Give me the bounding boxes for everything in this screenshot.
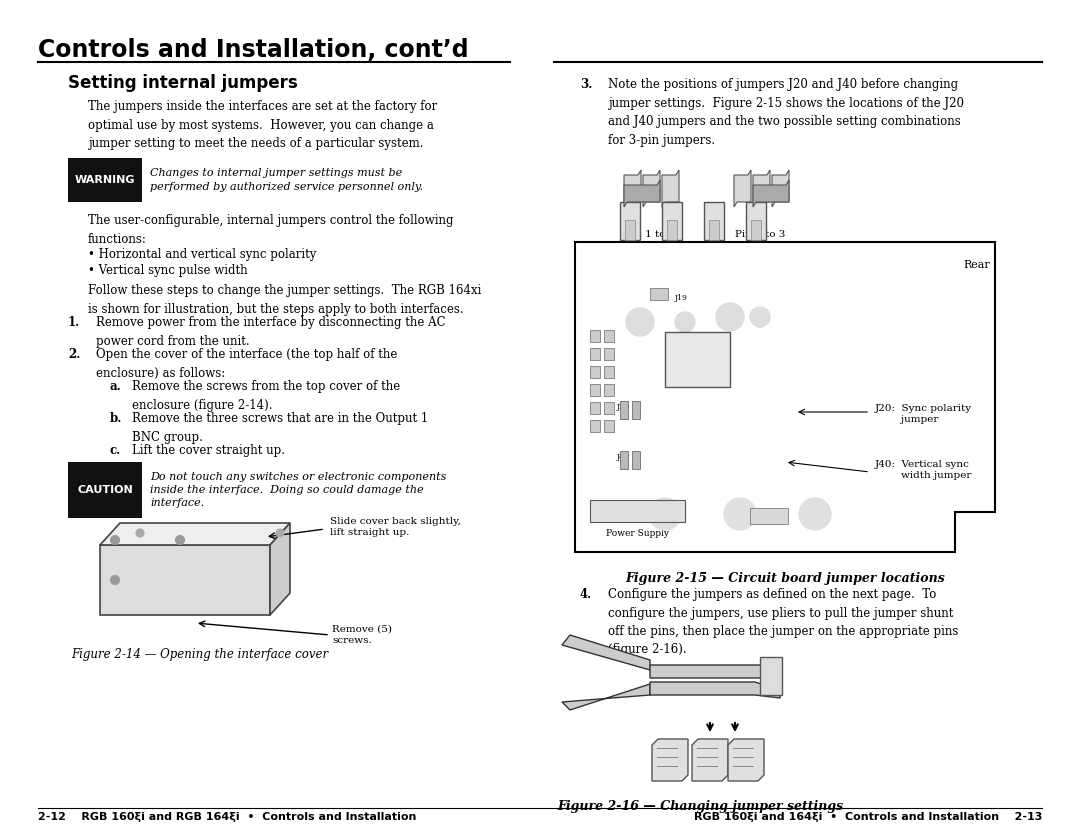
Polygon shape bbox=[734, 170, 751, 207]
FancyBboxPatch shape bbox=[590, 402, 600, 414]
FancyBboxPatch shape bbox=[604, 366, 615, 378]
FancyBboxPatch shape bbox=[68, 462, 141, 518]
Circle shape bbox=[649, 498, 681, 530]
FancyBboxPatch shape bbox=[604, 330, 615, 342]
Circle shape bbox=[675, 312, 696, 332]
FancyBboxPatch shape bbox=[100, 545, 270, 615]
Polygon shape bbox=[650, 682, 780, 698]
FancyBboxPatch shape bbox=[620, 202, 640, 240]
Text: Open the cover of the interface (the top half of the
enclosure) as follows:: Open the cover of the interface (the top… bbox=[96, 348, 397, 379]
Text: Configure the jumpers as defined on the next page.  To
configure the jumpers, us: Configure the jumpers as defined on the … bbox=[608, 588, 958, 656]
FancyBboxPatch shape bbox=[590, 366, 600, 378]
Circle shape bbox=[136, 529, 144, 537]
Text: • Horizontal and vertical sync polarity: • Horizontal and vertical sync polarity bbox=[87, 248, 316, 261]
FancyBboxPatch shape bbox=[632, 401, 640, 419]
Circle shape bbox=[276, 529, 284, 537]
FancyBboxPatch shape bbox=[704, 202, 724, 240]
FancyBboxPatch shape bbox=[632, 451, 640, 469]
Text: Remove power from the interface by disconnecting the AC
power cord from the unit: Remove power from the interface by disco… bbox=[96, 316, 446, 348]
Circle shape bbox=[799, 498, 831, 530]
Text: 1.: 1. bbox=[68, 316, 80, 329]
Circle shape bbox=[724, 498, 756, 530]
Text: J19: J19 bbox=[675, 294, 688, 302]
Text: Slide cover back slightly,
lift straight up.: Slide cover back slightly, lift straight… bbox=[330, 517, 461, 537]
FancyBboxPatch shape bbox=[604, 384, 615, 396]
Circle shape bbox=[626, 308, 654, 336]
FancyBboxPatch shape bbox=[751, 220, 761, 240]
FancyBboxPatch shape bbox=[667, 220, 677, 240]
Text: Note the positions of jumpers J20 and J40 before changing
jumper settings.  Figu: Note the positions of jumpers J20 and J4… bbox=[608, 78, 964, 147]
Circle shape bbox=[716, 303, 744, 331]
Text: Remove the three screws that are in the Output 1
BNC group.: Remove the three screws that are in the … bbox=[132, 412, 429, 444]
Circle shape bbox=[175, 535, 185, 545]
FancyBboxPatch shape bbox=[620, 451, 627, 469]
Text: Controls and Installation, cont’d: Controls and Installation, cont’d bbox=[38, 38, 469, 62]
Text: Remove the screws from the top cover of the
enclosure (figure 2-14).: Remove the screws from the top cover of … bbox=[132, 380, 401, 411]
Text: Power Supply: Power Supply bbox=[606, 529, 669, 537]
Circle shape bbox=[110, 575, 120, 585]
Polygon shape bbox=[728, 739, 764, 781]
Text: Lift the cover straight up.: Lift the cover straight up. bbox=[132, 444, 285, 457]
FancyBboxPatch shape bbox=[620, 401, 627, 419]
Polygon shape bbox=[692, 739, 728, 781]
FancyBboxPatch shape bbox=[662, 202, 681, 240]
Circle shape bbox=[750, 307, 770, 327]
Polygon shape bbox=[270, 523, 291, 615]
Polygon shape bbox=[575, 242, 995, 552]
Text: The jumpers inside the interfaces are set at the factory for
optimal use by most: The jumpers inside the interfaces are se… bbox=[87, 100, 437, 150]
Text: Rear: Rear bbox=[963, 260, 990, 270]
Text: 4.: 4. bbox=[580, 588, 592, 601]
FancyBboxPatch shape bbox=[750, 508, 788, 524]
FancyBboxPatch shape bbox=[708, 220, 719, 240]
Text: Setting internal jumpers: Setting internal jumpers bbox=[68, 74, 298, 92]
Text: Figure 2-16 — Changing jumper settings: Figure 2-16 — Changing jumper settings bbox=[557, 800, 843, 813]
Text: Pin 1 to 2: Pin 1 to 2 bbox=[625, 230, 675, 239]
Polygon shape bbox=[753, 180, 789, 207]
Polygon shape bbox=[662, 170, 679, 207]
Text: 3.: 3. bbox=[580, 78, 592, 91]
Polygon shape bbox=[562, 635, 650, 670]
Text: WARNING: WARNING bbox=[75, 175, 135, 185]
Polygon shape bbox=[652, 739, 688, 781]
Polygon shape bbox=[643, 170, 660, 207]
Polygon shape bbox=[562, 684, 650, 710]
FancyBboxPatch shape bbox=[590, 330, 600, 342]
FancyBboxPatch shape bbox=[625, 220, 635, 240]
FancyBboxPatch shape bbox=[665, 332, 730, 387]
FancyBboxPatch shape bbox=[590, 420, 600, 432]
Text: Changes to internal jumper settings must be
performed by authorized service pers: Changes to internal jumper settings must… bbox=[150, 168, 423, 192]
Text: J20: J20 bbox=[617, 403, 630, 411]
Text: Remove (5)
screws.: Remove (5) screws. bbox=[332, 625, 392, 646]
FancyBboxPatch shape bbox=[604, 420, 615, 432]
Text: a.: a. bbox=[110, 380, 122, 393]
Text: The user-configurable, internal jumpers control the following
functions:: The user-configurable, internal jumpers … bbox=[87, 214, 454, 245]
Text: J40:  Vertical sync
        width jumper: J40: Vertical sync width jumper bbox=[875, 460, 971, 480]
Text: Do not touch any switches or electronic components
inside the interface.  Doing : Do not touch any switches or electronic … bbox=[150, 472, 446, 508]
Text: Figure 2-15 — Circuit board jumper locations: Figure 2-15 — Circuit board jumper locat… bbox=[625, 572, 945, 585]
Polygon shape bbox=[624, 170, 642, 207]
Circle shape bbox=[110, 535, 120, 545]
Text: Pin 2 to 3: Pin 2 to 3 bbox=[734, 230, 785, 239]
Polygon shape bbox=[624, 180, 660, 207]
FancyBboxPatch shape bbox=[590, 384, 600, 396]
Text: 2-12    RGB 160ξi and RGB 164ξi  •  Controls and Installation: 2-12 RGB 160ξi and RGB 164ξi • Controls … bbox=[38, 812, 417, 822]
Polygon shape bbox=[753, 170, 770, 207]
Text: b.: b. bbox=[110, 412, 122, 425]
Text: c.: c. bbox=[110, 444, 121, 457]
Text: Follow these steps to change the jumper settings.  The RGB 164xi
is shown for il: Follow these steps to change the jumper … bbox=[87, 284, 482, 315]
Text: 2.: 2. bbox=[68, 348, 80, 361]
FancyBboxPatch shape bbox=[590, 500, 685, 522]
Polygon shape bbox=[772, 170, 789, 207]
FancyBboxPatch shape bbox=[68, 158, 141, 202]
Text: Figure 2-14 — Opening the interface cover: Figure 2-14 — Opening the interface cove… bbox=[71, 648, 328, 661]
Text: J20:  Sync polarity
        jumper: J20: Sync polarity jumper bbox=[875, 404, 972, 425]
Text: J40: J40 bbox=[617, 453, 630, 461]
FancyBboxPatch shape bbox=[760, 657, 782, 695]
FancyBboxPatch shape bbox=[590, 348, 600, 360]
Polygon shape bbox=[650, 665, 780, 678]
FancyBboxPatch shape bbox=[650, 288, 669, 300]
FancyBboxPatch shape bbox=[746, 202, 766, 240]
FancyBboxPatch shape bbox=[604, 348, 615, 360]
Text: • Vertical sync pulse width: • Vertical sync pulse width bbox=[87, 264, 247, 277]
Text: CAUTION: CAUTION bbox=[77, 485, 133, 495]
